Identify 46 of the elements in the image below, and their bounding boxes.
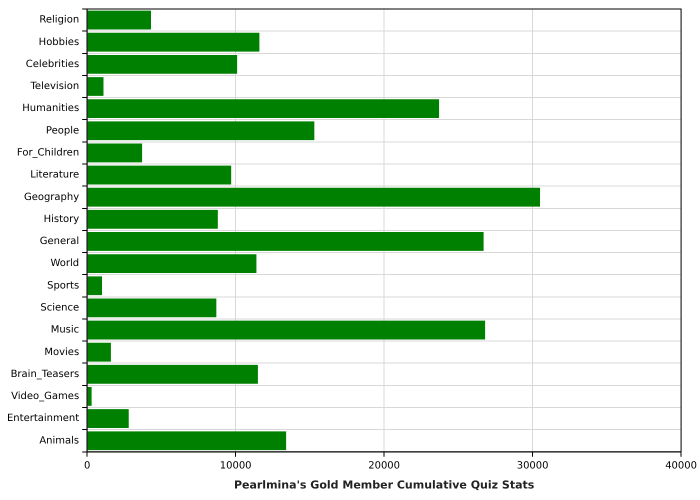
y-tick-label: Humanities [22,103,80,114]
bar [88,298,216,318]
y-tick-label: General [40,236,80,248]
y-tick-label: Religion [39,14,80,26]
bar [88,254,256,274]
bar [88,431,286,450]
y-tick-label: Television [30,81,80,92]
bar [88,32,260,52]
bar [88,188,540,207]
x-tick-label: 30000 [516,460,549,472]
x-axis-title: Pearlmina's Gold Member Cumulative Quiz Stats [234,478,535,492]
y-tick-label: For_Children [16,148,80,159]
y-tick-label: Hobbies [38,36,80,48]
bar [88,121,314,140]
bar [88,342,111,362]
bar [88,144,142,162]
bar [88,409,129,428]
x-tick-label: 20000 [368,460,400,472]
bar [88,232,484,251]
y-tick-label: Animals [39,435,80,446]
bar [88,320,486,340]
y-tick-label: Science [40,302,80,314]
y-tick-label: Celebrities [26,58,80,70]
bar [88,276,102,296]
y-tick-label: Video_Games [11,391,80,402]
bar [88,54,238,74]
y-tick-label: Brain_Teasers [10,368,80,380]
bar [88,77,104,96]
bar [88,166,232,184]
y-tick-label: World [50,258,80,270]
y-tick-label: People [46,125,80,136]
y-tick-label: Literature [30,170,80,181]
bar [88,99,440,118]
y-tick-label: Movies [44,346,80,358]
y-tick-label: Geography [24,192,80,203]
bar [88,387,92,406]
bar [88,364,258,384]
bar [88,10,152,30]
x-tick-label: 40000 [665,460,697,472]
y-tick-label: History [44,214,80,225]
y-tick-label: Music [50,324,80,336]
y-tick-label: Entertainment [6,413,80,424]
x-tick-label: 10000 [220,460,252,472]
y-tick-label: Sports [47,280,80,292]
x-tick-label: 0 [84,460,90,472]
bar [88,210,218,229]
